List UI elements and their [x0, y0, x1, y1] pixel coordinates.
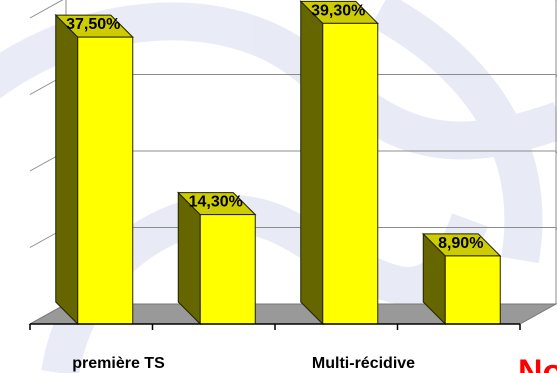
bars — [54, 0, 502, 326]
x-axis — [29, 323, 521, 330]
data-label: 37,50% — [66, 16, 120, 33]
category-label: Multi-récidive — [312, 355, 415, 372]
data-label: 14,30% — [189, 194, 243, 211]
gridline-side — [29, 0, 64, 19]
data-label: 8,90% — [438, 235, 483, 252]
category-labels: première TS Multi-récidive — [72, 355, 415, 372]
bar — [299, 0, 379, 326]
bar-side — [300, 0, 324, 326]
bar-front — [199, 214, 256, 325]
data-labels: 37,50% 14,30% 39,30% 8,90% — [66, 2, 483, 252]
bar — [177, 191, 257, 326]
bar — [422, 232, 502, 326]
bar — [54, 13, 134, 326]
bar-front — [444, 255, 501, 325]
data-label: 39,30% — [311, 2, 365, 19]
bar-front — [77, 36, 134, 325]
category-label: première TS — [72, 355, 165, 372]
bar-side — [177, 191, 201, 326]
corner-text: No — [518, 353, 557, 373]
bar-side — [55, 13, 79, 326]
bar-front — [322, 22, 379, 325]
